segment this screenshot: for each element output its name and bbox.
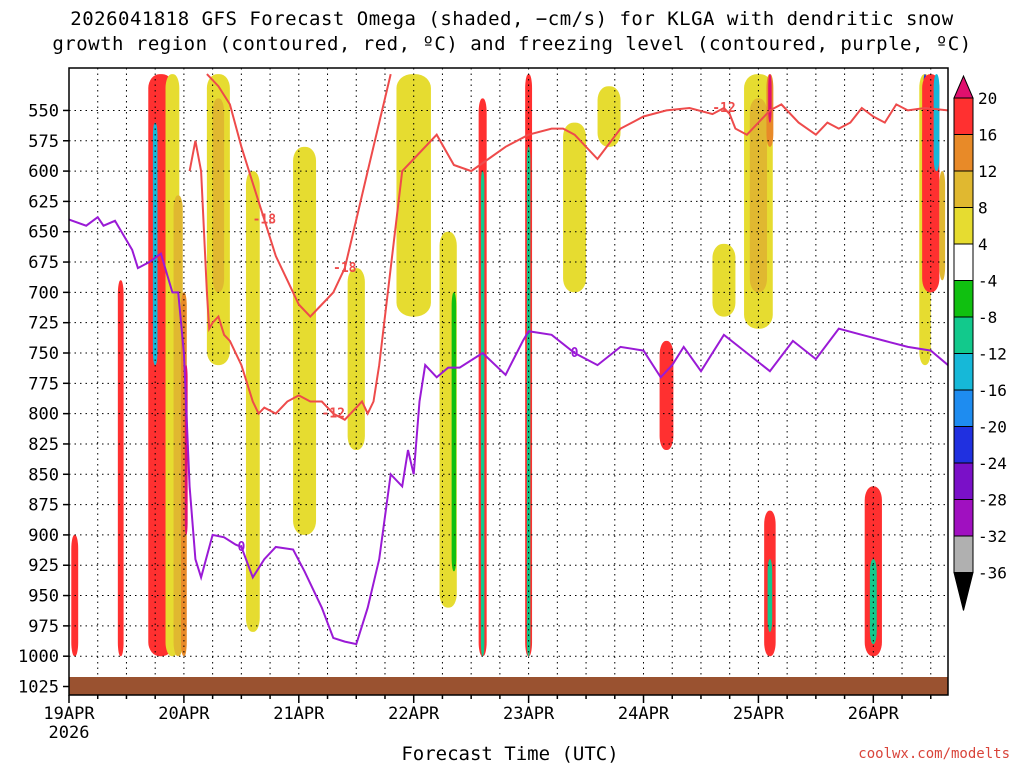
colorbar-label: 8 — [978, 199, 988, 218]
contour-label: -18 — [333, 261, 357, 276]
shade-blob — [659, 340, 674, 451]
colorbar-label: -28 — [978, 491, 1007, 510]
colorbar-swatch — [953, 535, 974, 573]
contour-0 — [69, 215, 948, 646]
x-tick-label: 25APR — [733, 704, 785, 724]
shade-blob — [293, 146, 317, 535]
y-tick-label: 550 — [28, 101, 59, 121]
x-tick-label: 26APR — [848, 704, 900, 724]
shade-blob — [526, 146, 531, 657]
y-tick-label: 600 — [28, 162, 59, 182]
colorbar-swatch — [953, 207, 974, 245]
shade-blob — [597, 86, 621, 147]
shade-blob — [939, 171, 946, 281]
colorbar-swatch — [953, 499, 974, 537]
y-tick-label: 700 — [28, 283, 59, 303]
y-tick-label: 925 — [28, 556, 59, 576]
x-tick-label: 22APR — [388, 704, 440, 724]
y-tick-label: 650 — [28, 223, 59, 243]
colorbar-label: 16 — [978, 126, 997, 145]
y-tick-label: 875 — [28, 496, 59, 516]
y-tick-label: 800 — [28, 405, 59, 425]
shade-blob — [768, 74, 772, 123]
contour--18 — [206, 73, 392, 319]
y-tick-label: 725 — [28, 314, 59, 334]
y-tick-label: 775 — [28, 374, 59, 394]
shade-blob — [712, 243, 736, 317]
contour-label: 0 — [571, 346, 579, 361]
colorbar-label: -32 — [978, 527, 1007, 546]
x-axis: 19APR 20APR 21APR 22APR 23APR 24APR 25APR 26APR… — [43, 695, 932, 743]
colorbar-top-arrow — [953, 74, 974, 99]
shade-blob — [347, 268, 365, 451]
x-axis-label: Forecast Time (UTC) — [401, 743, 619, 765]
contour-lines: 0 0 -12 -12 -18 -18 — [69, 73, 948, 646]
shade-blob — [212, 98, 225, 293]
colorbar-label: -4 — [978, 272, 997, 291]
colorbar-label: -20 — [978, 418, 1007, 437]
contour-label: -12 — [712, 101, 735, 116]
chart-title-line-2: growth region (contoured, red, ºC) and f… — [52, 33, 972, 55]
contour--12 — [188, 103, 948, 421]
colorbar-swatch — [953, 243, 974, 281]
y-tick-label: 575 — [28, 132, 59, 152]
contour-label: 0 — [237, 540, 245, 555]
x-tick-label: 23APR — [503, 704, 555, 724]
y-tick-label: 850 — [28, 465, 59, 485]
colorbar-label: 20 — [978, 89, 997, 108]
y-tick-label: 825 — [28, 435, 59, 455]
x-year-label: 2026 — [49, 723, 90, 743]
contour-label: -18 — [253, 213, 277, 228]
shade-blob — [933, 74, 940, 172]
y-tick-label: 750 — [28, 344, 59, 364]
colorbar-swatch — [953, 134, 974, 172]
colorbar-label: -24 — [978, 454, 1007, 473]
colorbar-swatch — [953, 353, 974, 391]
contour-label: -12 — [322, 407, 345, 422]
colorbar-swatch — [953, 280, 974, 318]
colorbar-swatch — [953, 389, 974, 427]
colorbar-label: 4 — [978, 235, 988, 254]
shade-blob — [767, 559, 773, 632]
y-tick-label: 625 — [28, 192, 59, 212]
plot-frame — [68, 67, 949, 696]
shade-blob — [117, 280, 124, 657]
colorbar-label: -16 — [978, 381, 1007, 400]
x-tick-label: 21APR — [273, 704, 325, 724]
colorbar-swatch — [953, 170, 974, 208]
y-tick-label: 900 — [28, 526, 59, 546]
ground-fill — [69, 677, 948, 695]
y-tick-label: 675 — [28, 253, 59, 273]
colorbar-label: -12 — [978, 345, 1007, 364]
y-tick-label: 950 — [28, 587, 59, 607]
gridlines — [68, 68, 948, 695]
x-tick-label: 20APR — [158, 704, 210, 724]
chart-title-line-1: 2026041818 GFS Forecast Omega (shaded, −… — [70, 8, 954, 30]
shade-blob — [451, 292, 457, 572]
colorbar-swatch — [953, 97, 974, 135]
y-tick-label: 1025 — [18, 678, 59, 698]
shade-blob — [563, 122, 587, 293]
x-tick-label: 24APR — [618, 704, 670, 724]
colorbar-label: -36 — [978, 564, 1007, 583]
colorbar: 20 16 12 8 4 -4 -8 -12 -16 -20 -24 -28 -32 -36 — [953, 74, 1007, 611]
source-footer[interactable]: coolwx.com/modelts — [858, 746, 1010, 762]
colorbar-swatch — [953, 426, 974, 464]
colorbar-bottom-arrow — [953, 572, 974, 611]
y-tick-label: 1000 — [18, 647, 59, 667]
colorbar-label: 12 — [978, 162, 997, 181]
y-tick-label: 975 — [28, 617, 59, 637]
colorbar-swatch — [953, 462, 974, 500]
shade-blob — [152, 122, 158, 366]
x-tick-label: 19APR — [43, 704, 95, 724]
y-axis: 550 575 600 625 650 675 700 725 750 775 800 825 850 8… — [18, 101, 69, 698]
colorbar-label: -8 — [978, 308, 997, 327]
colorbar-swatch — [953, 316, 974, 354]
